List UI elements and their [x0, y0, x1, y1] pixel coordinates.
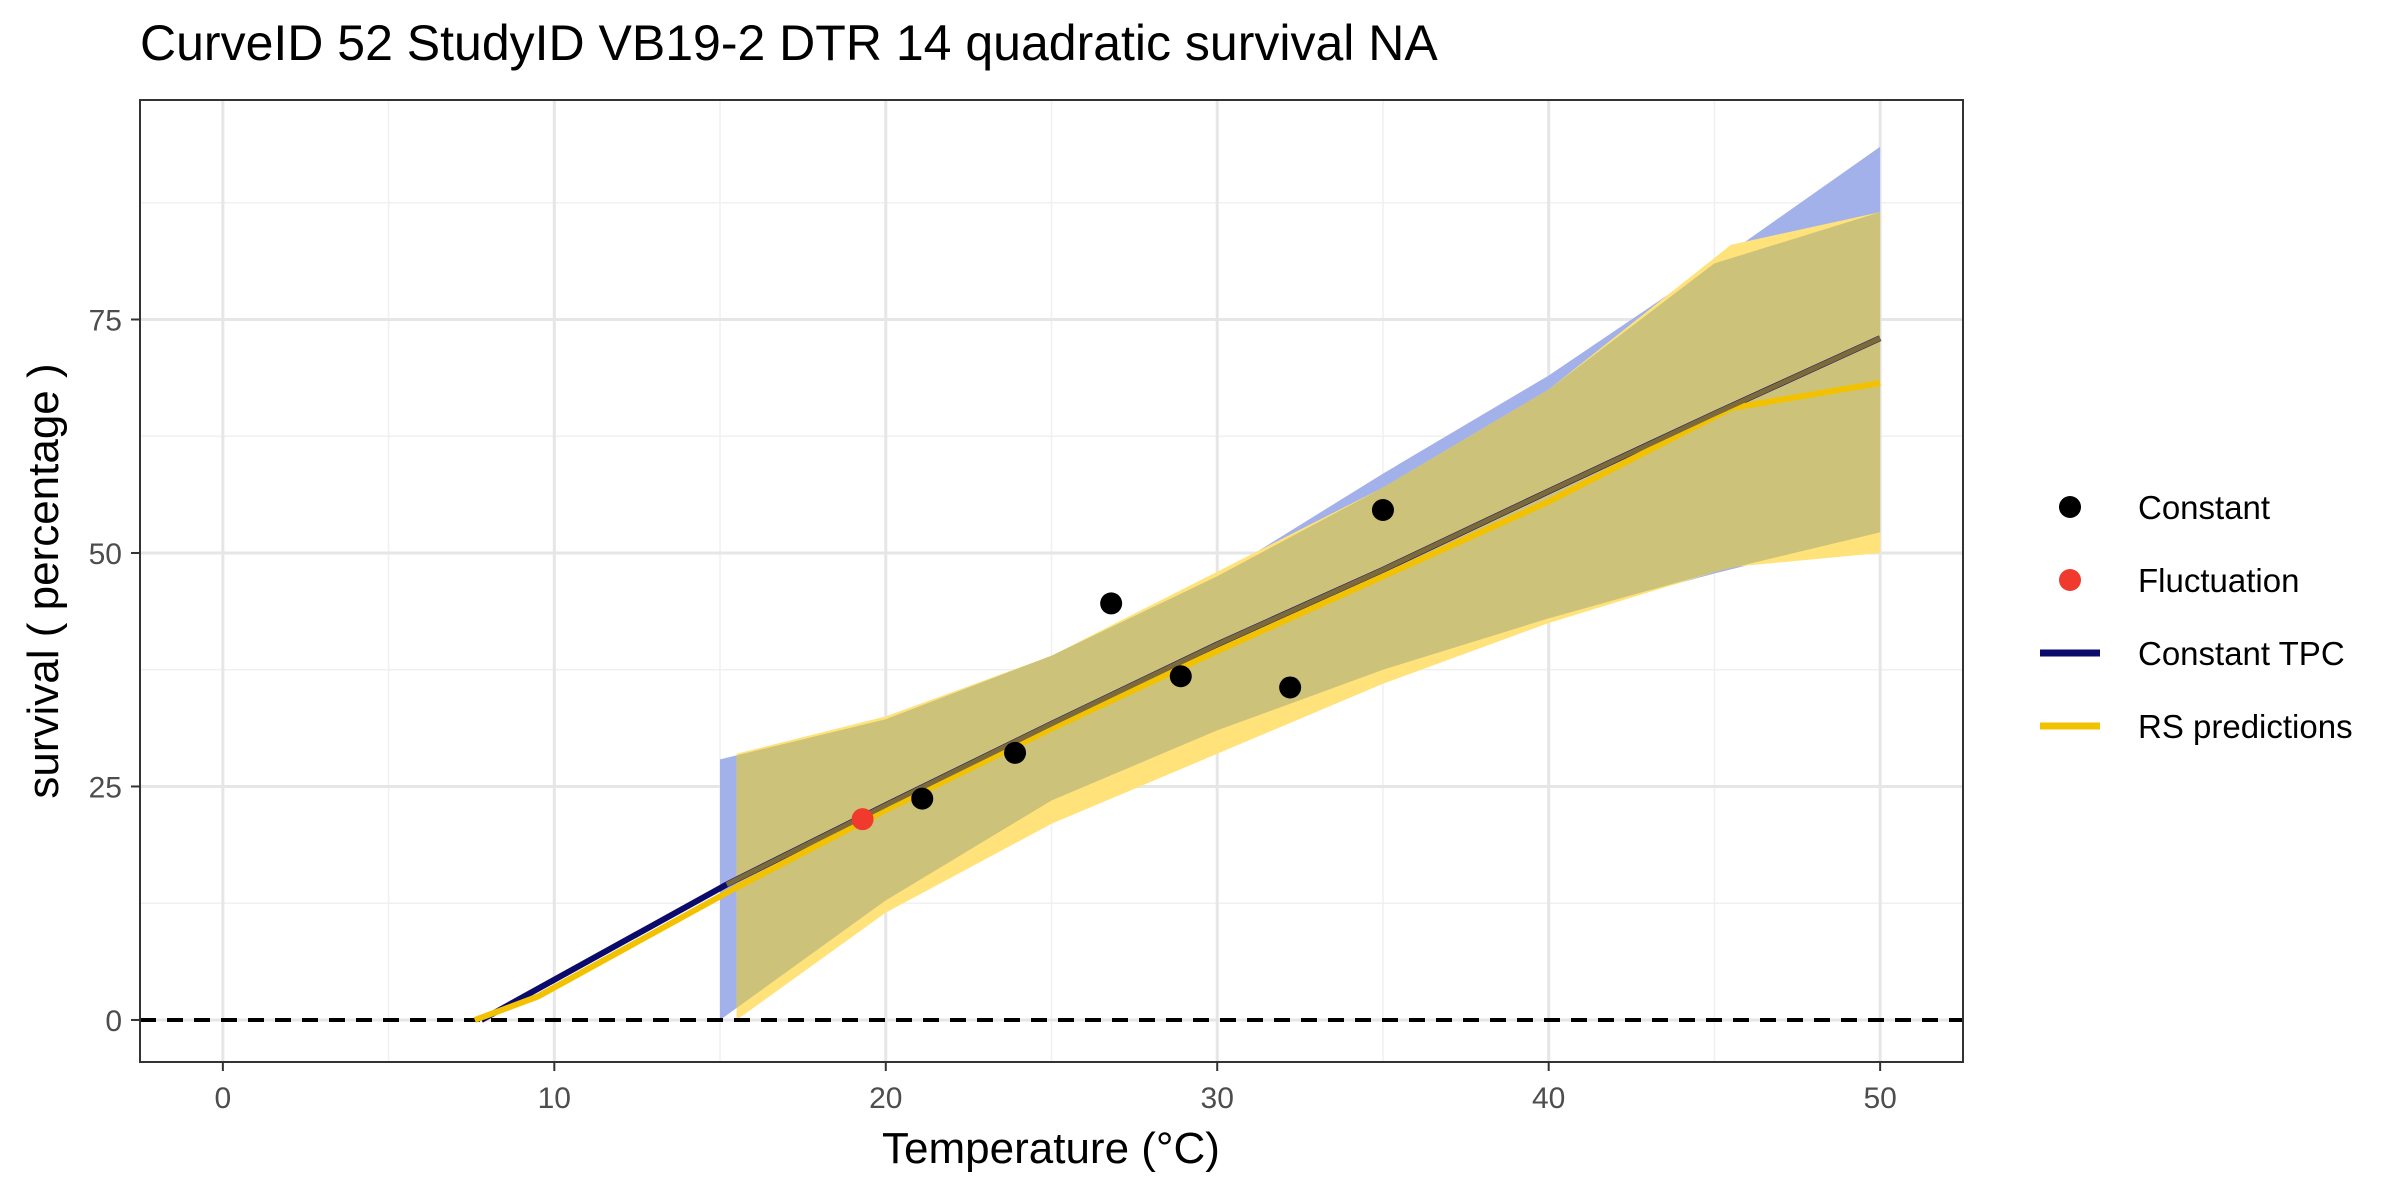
constant-point	[1100, 592, 1123, 615]
legend-label: RS predictions	[2138, 708, 2353, 745]
constant-tpc-line-overlap	[725, 335, 1882, 887]
legend-key-constant	[2059, 496, 2081, 518]
y-tick-label: 25	[89, 771, 122, 804]
fluctuation-point	[851, 808, 874, 831]
rs-predictions-line	[473, 380, 1881, 1023]
plot-area	[139, 99, 1964, 1063]
x-tick-label: 50	[1863, 1082, 1896, 1115]
point-layer	[851, 499, 1394, 831]
x-tick-label: 30	[1201, 1082, 1234, 1115]
chart-title: CurveID 52 StudyID VB19-2 DTR 14 quadrat…	[140, 15, 1438, 71]
y-tick-label: 0	[105, 1005, 122, 1038]
constant-point	[1169, 665, 1192, 688]
x-axis: 0 10 20 30 40 50	[215, 1062, 1897, 1115]
y-tick-label: 50	[89, 538, 122, 571]
constant-point	[911, 787, 934, 810]
legend-key-fluctuation	[2059, 569, 2081, 591]
x-tick-label: 40	[1532, 1082, 1565, 1115]
x-axis-title: Temperature (°C)	[882, 1124, 1220, 1173]
y-axis-title: survival ( percentage )	[19, 363, 68, 798]
legend-label: Constant	[2138, 489, 2270, 526]
constant-point	[1004, 741, 1027, 764]
constant-point	[1371, 499, 1394, 522]
constant-point	[1279, 676, 1302, 699]
legend: Constant Fluctuation Constant TPC RS predic…	[2040, 489, 2353, 745]
line-layer	[140, 335, 1963, 1023]
y-axis: 0 25 50 75	[89, 304, 140, 1038]
x-tick-label: 20	[869, 1082, 902, 1115]
legend-label: Fluctuation	[2138, 562, 2299, 599]
y-tick-label: 75	[89, 304, 122, 337]
x-tick-label: 10	[538, 1082, 571, 1115]
panel-border	[139, 99, 1964, 1063]
legend-label: Constant TPC	[2138, 635, 2345, 672]
x-tick-label: 0	[215, 1082, 232, 1115]
